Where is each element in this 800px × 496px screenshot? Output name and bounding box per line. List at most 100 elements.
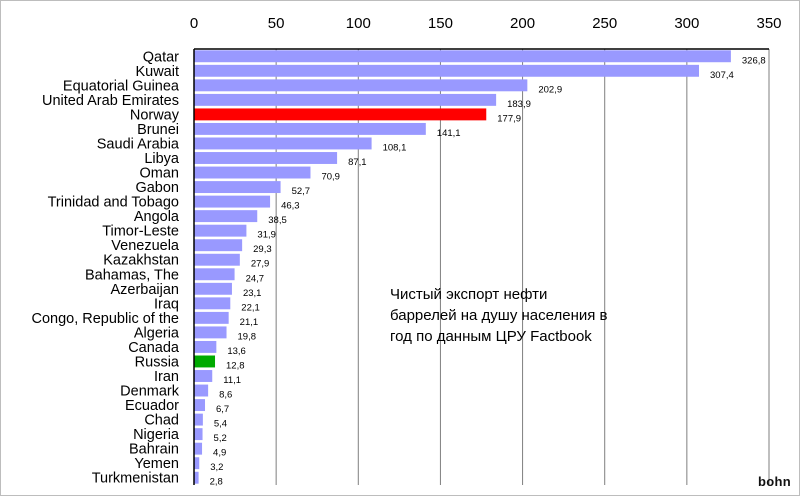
category-label-nigeria: Nigeria [133, 427, 180, 443]
data-label-bahamas-the: 24,7 [246, 273, 264, 284]
category-label-timor-leste: Timor-Leste [102, 224, 179, 240]
data-label-oman: 70,9 [321, 172, 340, 183]
data-label-qatar: 326,8 [742, 55, 766, 66]
bar-iran [194, 370, 213, 382]
x-tick-label-150: 150 [428, 15, 453, 32]
data-label-azerbaijan: 23,1 [243, 288, 262, 299]
category-label-bahamas-the: Bahamas, The [85, 267, 179, 283]
category-label-chad: Chad [144, 413, 179, 429]
bar-qatar [194, 50, 731, 63]
category-label-yemen: Yemen [134, 456, 179, 472]
category-label-congo-republic-of-the: Congo, Republic of the [31, 311, 179, 327]
data-label-venezuela: 29,3 [253, 244, 272, 255]
data-label-iraq: 22,1 [241, 302, 259, 313]
category-label-angola: Angola [134, 209, 180, 225]
category-label-saudi-arabia: Saudi Arabia [97, 136, 180, 152]
bar-kazakhstan [194, 253, 240, 266]
category-label-oman: Oman [140, 166, 180, 182]
data-label-ecuador: 6,7 [216, 404, 229, 415]
data-label-kazakhstan: 27,9 [251, 259, 269, 270]
x-tick-label-350: 350 [756, 15, 781, 32]
category-label-algeria: Algeria [134, 325, 180, 341]
bar-oman [194, 166, 311, 179]
bar-bahamas-the [194, 268, 235, 281]
category-label-russia: Russia [135, 354, 180, 370]
data-label-timor-leste: 31,9 [257, 230, 276, 241]
bar-chad [194, 413, 203, 426]
data-label-turkmenistan: 2,8 [210, 477, 223, 488]
bar-congo-republic-of-the [194, 311, 229, 324]
category-label-iraq: Iraq [154, 296, 179, 312]
bar-azerbaijan [194, 282, 232, 295]
category-label-denmark: Denmark [120, 384, 180, 400]
category-label-norway: Norway [130, 107, 180, 123]
bar-libya [194, 152, 338, 164]
data-label-russia: 12,8 [226, 360, 245, 371]
category-label-gabon: Gabon [135, 180, 179, 196]
data-label-gabon: 52,7 [292, 186, 311, 197]
data-label-yemen: 3,2 [210, 462, 223, 473]
chart-annotation: Чистый экспорт нефти баррелей на душу на… [390, 286, 608, 345]
bar-ecuador [194, 399, 206, 412]
data-label-congo-republic-of-the: 21,1 [240, 317, 259, 328]
bar-turkmenistan [194, 471, 199, 484]
x-tick-label-300: 300 [674, 15, 699, 32]
bar-saudi-arabia [194, 137, 372, 150]
category-label-iran: Iran [154, 369, 179, 385]
category-label-bahrain: Bahrain [129, 442, 179, 458]
category-label-azerbaijan: Azerbaijan [110, 282, 179, 298]
category-label-kuwait: Kuwait [135, 64, 179, 80]
bar-angola [194, 210, 258, 223]
category-label-qatar: Qatar [143, 49, 179, 65]
data-label-nigeria: 5,2 [214, 433, 227, 444]
data-label-canada: 13,6 [227, 346, 246, 357]
data-label-trinidad-and-tobago: 46,3 [281, 201, 300, 212]
category-label-venezuela: Venezuela [111, 238, 180, 254]
bar-nigeria [194, 428, 203, 441]
bar-trinidad-and-tobago [194, 195, 271, 208]
bar-norway [194, 108, 487, 121]
data-label-norway: 177,9 [497, 113, 521, 124]
bar-iraq [194, 297, 231, 310]
bar-venezuela [194, 239, 243, 252]
category-label-brunei: Brunei [137, 122, 179, 138]
data-label-saudi-arabia: 108,1 [383, 142, 407, 153]
category-label-equatorial-guinea: Equatorial Guinea [63, 78, 180, 94]
data-label-algeria: 19,8 [238, 331, 257, 342]
bar-canada [194, 340, 217, 353]
bar-brunei [194, 122, 426, 135]
category-label-canada: Canada [128, 340, 180, 356]
data-label-brunei: 141,1 [437, 128, 461, 139]
bar-united-arab-emirates [194, 93, 497, 106]
category-label-trinidad-and-tobago: Trinidad and Tobago [48, 195, 179, 211]
bar-kuwait [194, 64, 700, 77]
data-label-iran: 11,1 [223, 375, 241, 386]
category-label-turkmenistan: Turkmenistan [92, 471, 179, 487]
category-label-united-arab-emirates: United Arab Emirates [42, 93, 179, 109]
x-tick-label-100: 100 [346, 15, 371, 32]
data-label-kuwait: 307,4 [710, 70, 734, 81]
data-label-chad: 5,4 [214, 419, 227, 430]
bar-denmark [194, 384, 209, 397]
x-tick-label-200: 200 [510, 15, 535, 32]
bar-gabon [194, 181, 281, 194]
data-label-angola: 38,5 [268, 215, 287, 226]
data-label-denmark: 8,6 [219, 390, 232, 401]
bar-equatorial-guinea [194, 79, 528, 92]
x-tick-label-0: 0 [190, 15, 198, 32]
data-label-libya: 87,1 [348, 157, 367, 168]
category-label-libya: Libya [144, 151, 180, 167]
category-label-kazakhstan: Kazakhstan [103, 253, 179, 269]
data-label-equatorial-guinea: 202,9 [538, 84, 562, 95]
data-label-bahrain: 4,9 [213, 448, 226, 459]
bar-russia [194, 355, 216, 368]
bar-yemen [194, 457, 200, 470]
bar-algeria [194, 326, 227, 339]
watermark-logo: bohn [758, 474, 791, 489]
x-tick-label-250: 250 [592, 15, 617, 32]
bar-timor-leste [194, 224, 247, 237]
x-tick-label-50: 50 [268, 15, 285, 32]
bar-bahrain [194, 442, 203, 455]
